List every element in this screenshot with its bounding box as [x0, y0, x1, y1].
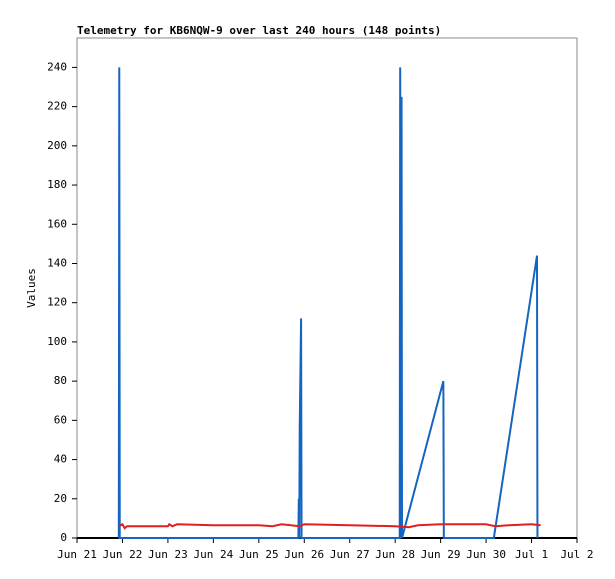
series-line: [118, 522, 541, 530]
y-tick-label: 220: [47, 100, 67, 113]
series-line: [117, 67, 539, 539]
y-tick-label: 140: [47, 256, 67, 269]
y-tick-label: 60: [54, 413, 67, 426]
x-tick-label: Jun 28: [375, 548, 415, 561]
x-tick-label: Jun 23: [148, 548, 188, 561]
y-axis-label: Values: [25, 268, 38, 308]
y-tick-label: 240: [47, 60, 67, 73]
y-tick-label: 80: [54, 374, 67, 387]
y-tick-label: 160: [47, 217, 67, 230]
y-tick-label: 200: [47, 139, 67, 152]
x-tick-label: Jun 27: [330, 548, 370, 561]
y-tick-label: 100: [47, 335, 67, 348]
y-tick-label: 20: [54, 492, 67, 505]
chart-title: Telemetry for KB6NQW-9 over last 240 hou…: [77, 24, 441, 37]
x-tick-label: Jul 1: [515, 548, 548, 561]
x-tick-label: Jun 30: [466, 548, 506, 561]
y-tick-label: 40: [54, 453, 67, 466]
x-tick-label: Jun 26: [284, 548, 324, 561]
y-tick-label: 180: [47, 178, 67, 191]
y-tick-label: 120: [47, 296, 67, 309]
x-tick-label: Jul 2: [560, 548, 593, 561]
plot-frame: [76, 37, 578, 539]
x-tick-label: Jun 22: [103, 548, 143, 561]
x-tick-label: Jun 24: [193, 548, 233, 561]
x-tick-label: Jun 21: [57, 548, 97, 561]
y-tick-label: 0: [60, 531, 67, 544]
x-tick-label: Jun 29: [421, 548, 461, 561]
x-tick-label: Jun 25: [239, 548, 279, 561]
